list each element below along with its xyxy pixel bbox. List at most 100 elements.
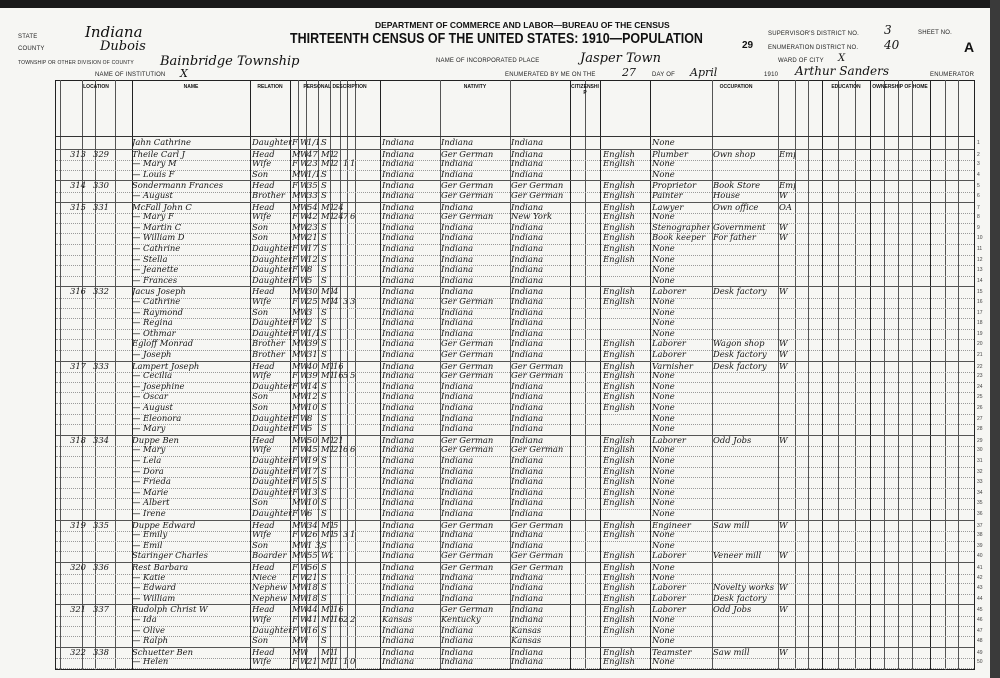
line-number: 8 bbox=[977, 214, 980, 221]
cell-age: 47 bbox=[307, 148, 318, 159]
cell-race: W bbox=[300, 562, 308, 572]
cell-birthplace: Indiana bbox=[382, 360, 415, 371]
cell-sex: F bbox=[292, 317, 298, 328]
cell-sex: F bbox=[292, 412, 298, 423]
cell-sex: F bbox=[292, 476, 298, 487]
cell-sex: F bbox=[292, 370, 298, 381]
incorporated-place-value: Jasper Town bbox=[580, 51, 661, 66]
cell-employer-status: W bbox=[779, 286, 788, 297]
cell-relation: Wife bbox=[252, 614, 272, 624]
cell-sex: F bbox=[292, 423, 298, 434]
cell-relation: Brother bbox=[252, 190, 285, 200]
cell-birthplace: Indiana bbox=[382, 402, 415, 412]
cell-mother-birthplace: Ger German bbox=[511, 360, 564, 371]
line-number: 25 bbox=[977, 394, 983, 401]
cell-marital: M1 bbox=[321, 529, 333, 540]
cell-sex: F bbox=[292, 444, 298, 455]
cell-father-birthplace: Ger German bbox=[441, 562, 494, 572]
cell-dwelling: 315 bbox=[70, 201, 86, 212]
cell-relation: Head bbox=[252, 604, 275, 615]
cell-relation: Head bbox=[252, 286, 275, 297]
table-row: 13 — Jeanette Daughter F W 8 S Indiana Indiana In… bbox=[56, 264, 983, 277]
cell-relation: Boarder bbox=[252, 550, 287, 561]
line-number: 30 bbox=[977, 447, 983, 454]
line-number: 29 bbox=[977, 437, 983, 444]
column-group-ownership-of-home: OWNERSHIP OF HOME bbox=[872, 84, 928, 90]
cell-industry: Odd Jobs bbox=[713, 434, 752, 445]
cell-marital: S bbox=[321, 253, 327, 264]
cell-industry: Desk factory bbox=[713, 349, 767, 359]
cell-occupation: Laborer bbox=[652, 604, 686, 615]
column-divider bbox=[808, 80, 809, 670]
cell-name: — Joseph bbox=[132, 349, 172, 359]
cell-family: 331 bbox=[93, 201, 109, 212]
cell-years-married: 2 bbox=[333, 158, 339, 169]
cell-employer-status: W bbox=[779, 190, 788, 200]
cell-language: English bbox=[603, 201, 635, 212]
cell-sex: M bbox=[292, 201, 300, 212]
line-number: 20 bbox=[977, 341, 983, 348]
cell-birthplace: Indiana bbox=[382, 253, 415, 264]
cell-birthplace: Indiana bbox=[382, 582, 415, 593]
cell-father-birthplace: Indiana bbox=[441, 571, 474, 582]
cell-birthplace: Indiana bbox=[382, 221, 415, 232]
cell-years-married: 16 bbox=[333, 614, 343, 624]
cell-marital: S bbox=[321, 349, 327, 359]
cell-marital: S bbox=[321, 539, 327, 550]
cell-marital: S bbox=[321, 476, 327, 487]
cell-mother-birthplace: New York bbox=[511, 211, 553, 222]
cell-father-birthplace: Indiana bbox=[441, 327, 474, 338]
cell-race: W bbox=[300, 614, 308, 624]
cell-birthplace: Indiana bbox=[382, 137, 415, 147]
cell-age: 13 bbox=[307, 486, 318, 497]
line-number: 45 bbox=[977, 607, 983, 614]
cell-father-birthplace: Ger German bbox=[441, 434, 494, 445]
cell-marital: S bbox=[321, 635, 327, 646]
cell-race: W bbox=[300, 168, 308, 179]
line-number: 48 bbox=[977, 638, 983, 645]
cell-father-birthplace: Indiana bbox=[441, 656, 474, 667]
cell-relation: Brother bbox=[252, 349, 285, 359]
cell-age: 1/12 bbox=[307, 327, 321, 338]
cell-age: 18 bbox=[307, 582, 318, 593]
state-value: Indiana bbox=[85, 23, 143, 41]
cell-mother-birthplace: Ger German bbox=[511, 370, 564, 381]
cell-age: 12 bbox=[307, 253, 318, 264]
cell-occupation: None bbox=[652, 412, 675, 423]
cell-occupation: None bbox=[652, 327, 675, 338]
column-group-education: EDUCATION bbox=[831, 84, 861, 90]
cell-father-birthplace: Ger German bbox=[441, 370, 494, 381]
cell-birthplace: Indiana bbox=[382, 656, 415, 667]
cell-age: 1/12 bbox=[307, 168, 321, 179]
cell-relation: Son bbox=[252, 306, 269, 317]
cell-race: W bbox=[300, 539, 308, 550]
cell-age: 45 bbox=[307, 444, 318, 455]
enumerator-name: Arthur Sanders bbox=[795, 64, 890, 78]
cell-language: English bbox=[603, 646, 635, 657]
cell-father-birthplace: Ger German bbox=[441, 296, 494, 306]
cell-relation: Wife bbox=[252, 370, 272, 381]
cell-mother-birthplace: Indiana bbox=[511, 465, 544, 476]
cell-sex: F bbox=[292, 455, 298, 465]
cell-occupation: None bbox=[652, 476, 675, 487]
cell-employer-status: W bbox=[779, 604, 788, 615]
cell-mother-birthplace: Ger German bbox=[511, 562, 564, 572]
cell-sex: M bbox=[292, 360, 300, 371]
cell-mother-birthplace: Indiana bbox=[511, 497, 544, 508]
cell-dwelling: 313 bbox=[70, 148, 86, 159]
cell-race: W bbox=[300, 412, 308, 423]
cell-occupation: Laborer bbox=[652, 349, 686, 359]
cell-marital: S bbox=[321, 232, 327, 243]
column-divider bbox=[95, 80, 96, 670]
cell-name: — Cathrine bbox=[132, 243, 181, 253]
cell-occupation: Laborer bbox=[652, 592, 686, 603]
cell-race: W bbox=[300, 604, 308, 615]
cell-name: — Jeanette bbox=[132, 264, 179, 275]
cell-relation: Son bbox=[252, 221, 269, 232]
cell-sex: F bbox=[292, 253, 298, 264]
cell-relation: Head bbox=[252, 646, 275, 657]
line-number: 46 bbox=[977, 617, 983, 623]
column-divider bbox=[778, 80, 779, 670]
cell-race: W bbox=[300, 158, 308, 169]
